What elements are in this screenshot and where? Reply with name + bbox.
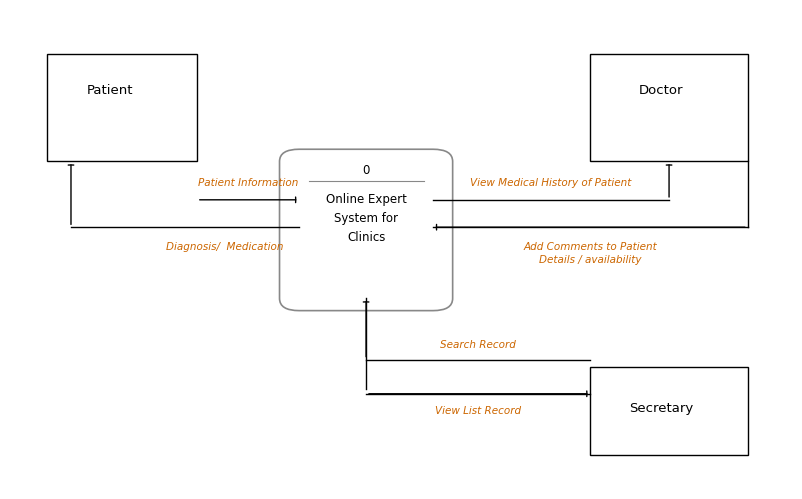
FancyBboxPatch shape (47, 54, 196, 162)
Text: Add Comments to Patient
Details / availability: Add Comments to Patient Details / availa… (523, 242, 656, 265)
Text: Patient Information: Patient Information (197, 178, 298, 188)
Text: Secretary: Secretary (628, 402, 692, 415)
Text: Search Record: Search Record (439, 340, 516, 350)
Text: Patient: Patient (87, 84, 133, 97)
FancyBboxPatch shape (589, 54, 747, 162)
Text: View List Record: View List Record (435, 406, 520, 416)
FancyBboxPatch shape (279, 149, 452, 310)
Text: Online Expert
System for
Clinics: Online Expert System for Clinics (326, 194, 406, 245)
Text: Doctor: Doctor (638, 84, 683, 97)
FancyBboxPatch shape (589, 367, 747, 455)
Text: 0: 0 (362, 164, 369, 177)
Text: Diagnosis/  Medication: Diagnosis/ Medication (165, 242, 283, 252)
Text: View Medical History of Patient: View Medical History of Patient (470, 178, 631, 188)
